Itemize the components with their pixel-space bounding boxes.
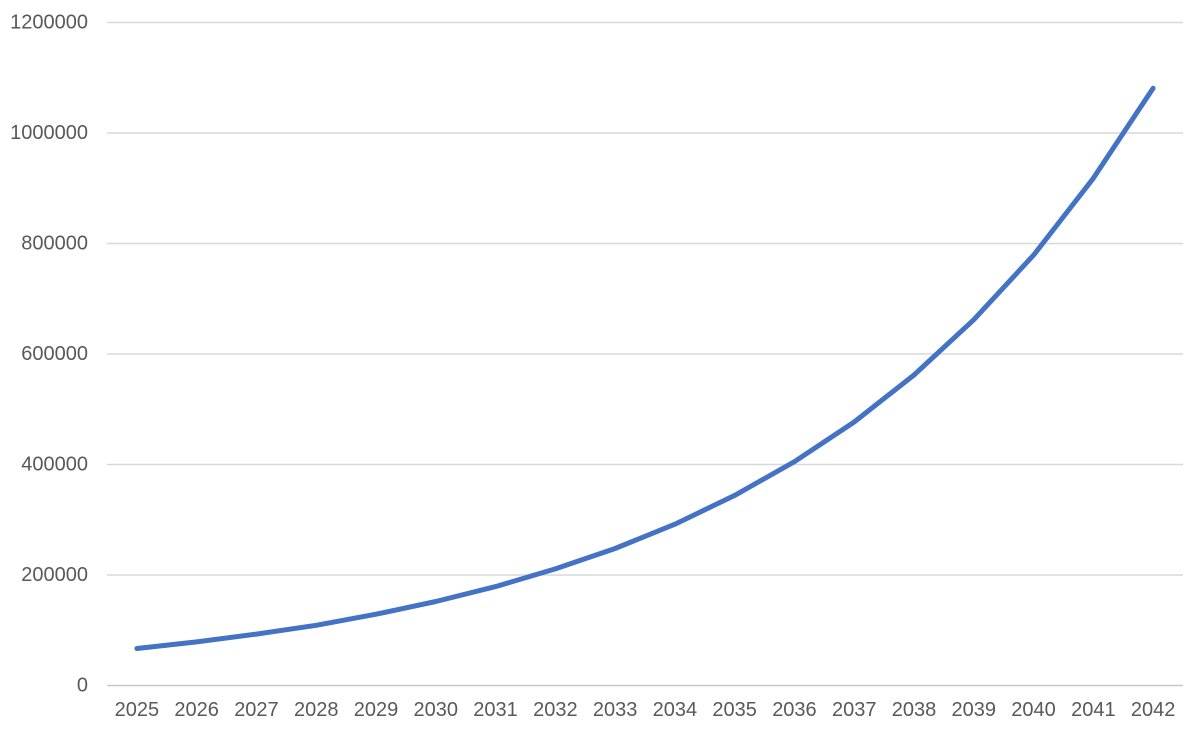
x-axis-tick-label: 2034 (653, 699, 698, 721)
y-axis-tick-label: 0 (77, 675, 88, 697)
x-axis-tick-label: 2042 (1131, 699, 1176, 721)
x-axis-tick-label: 2039 (952, 699, 997, 721)
y-axis-tick-label: 1200000 (10, 12, 88, 34)
x-axis-tick-label: 2038 (892, 699, 937, 721)
y-axis-tick-label: 400000 (21, 454, 88, 476)
x-axis-tick-label: 2040 (1011, 699, 1056, 721)
x-axis-tick-label: 2035 (712, 699, 757, 721)
x-axis-tick-label: 2031 (473, 699, 518, 721)
y-axis-tick-label: 200000 (21, 564, 88, 586)
x-axis-tick-label: 2029 (354, 699, 399, 721)
x-axis-tick-label: 2033 (593, 699, 638, 721)
data-series-line (134, 85, 1156, 651)
x-axis-tick-label: 2025 (115, 699, 160, 721)
x-axis-tick-label: 2036 (772, 699, 817, 721)
x-axis-tick-label: 2037 (832, 699, 877, 721)
x-axis-tick-label: 2026 (174, 699, 219, 721)
x-axis-tick-label: 2041 (1071, 699, 1116, 721)
x-axis-tick-label: 2027 (234, 699, 279, 721)
y-axis-tick-label: 800000 (21, 233, 88, 255)
y-axis-tick-label: 600000 (21, 343, 88, 365)
x-axis-tick-label: 2032 (533, 699, 578, 721)
x-axis-tick-label: 2030 (414, 699, 459, 721)
y-axis-tick-label: 1000000 (10, 122, 88, 144)
x-axis-tick-label: 2028 (294, 699, 339, 721)
